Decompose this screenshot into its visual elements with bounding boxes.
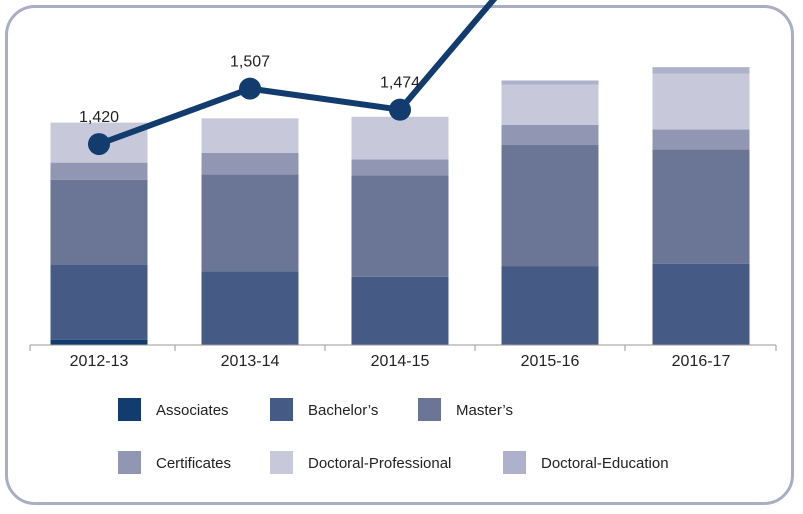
bar-2013-14-bachelor-s — [201, 271, 299, 345]
bar-2012-13-bachelor-s — [50, 265, 148, 340]
legend-swatch-doctoral-education — [503, 451, 526, 474]
bar-2016-17-doctoral-professional — [652, 73, 750, 130]
bar-2015-16-certificates — [501, 124, 599, 146]
bar-2015-16-doctoral-education — [501, 80, 599, 85]
bar-2015-16-master-s — [501, 145, 599, 267]
bar-2014-15-doctoral-professional — [351, 116, 449, 160]
x-tick-label: 2014-15 — [371, 353, 430, 370]
x-tick-label: 2015-16 — [521, 353, 580, 370]
legend-label-certificates: Certificates — [156, 455, 231, 472]
bar-2012-13-certificates — [50, 162, 148, 180]
legend-swatch-bachelor-s — [270, 398, 293, 421]
total-data-label: 1,507 — [230, 54, 270, 71]
legend-label-associates: Associates — [156, 402, 229, 419]
x-tick-label: 2012-13 — [70, 353, 129, 370]
legend-swatch-associates — [118, 398, 141, 421]
legend-swatch-doctoral-professional — [270, 451, 293, 474]
total-data-label: 1,420 — [79, 109, 119, 126]
total-point — [239, 77, 261, 100]
bar-2016-17-bachelor-s — [652, 263, 750, 345]
bar-2014-15-certificates — [351, 159, 449, 176]
legend-label-doctoral-education: Doctoral-Education — [541, 455, 669, 472]
bar-2012-13-master-s — [50, 179, 148, 266]
bar-2013-14-doctoral-professional — [201, 118, 299, 154]
bar-2014-15-bachelor-s — [351, 276, 449, 345]
legend-swatch-certificates — [118, 451, 141, 474]
total-point — [88, 133, 110, 156]
bar-2016-17-master-s — [652, 149, 750, 264]
bar-2015-16-doctoral-professional — [501, 84, 599, 125]
bar-2012-13-associates — [50, 339, 148, 345]
total-data-label: 1,474 — [380, 75, 420, 92]
bar-2013-14-master-s — [201, 174, 299, 272]
legend-label-master-s: Master’s — [456, 402, 513, 419]
legend-label-doctoral-professional: Doctoral-Professional — [308, 455, 451, 472]
bar-2015-16-bachelor-s — [501, 266, 599, 345]
x-tick-label: 2016-17 — [672, 353, 731, 370]
legend-label-bachelor-s: Bachelor’s — [308, 402, 378, 419]
total-point — [389, 98, 411, 121]
legend-swatch-master-s — [418, 398, 441, 421]
bar-2014-15-master-s — [351, 175, 449, 277]
bar-2016-17-doctoral-education — [652, 67, 750, 74]
x-tick-label: 2013-14 — [221, 353, 280, 370]
bar-2016-17-certificates — [652, 129, 750, 150]
bar-2013-14-certificates — [201, 153, 299, 175]
